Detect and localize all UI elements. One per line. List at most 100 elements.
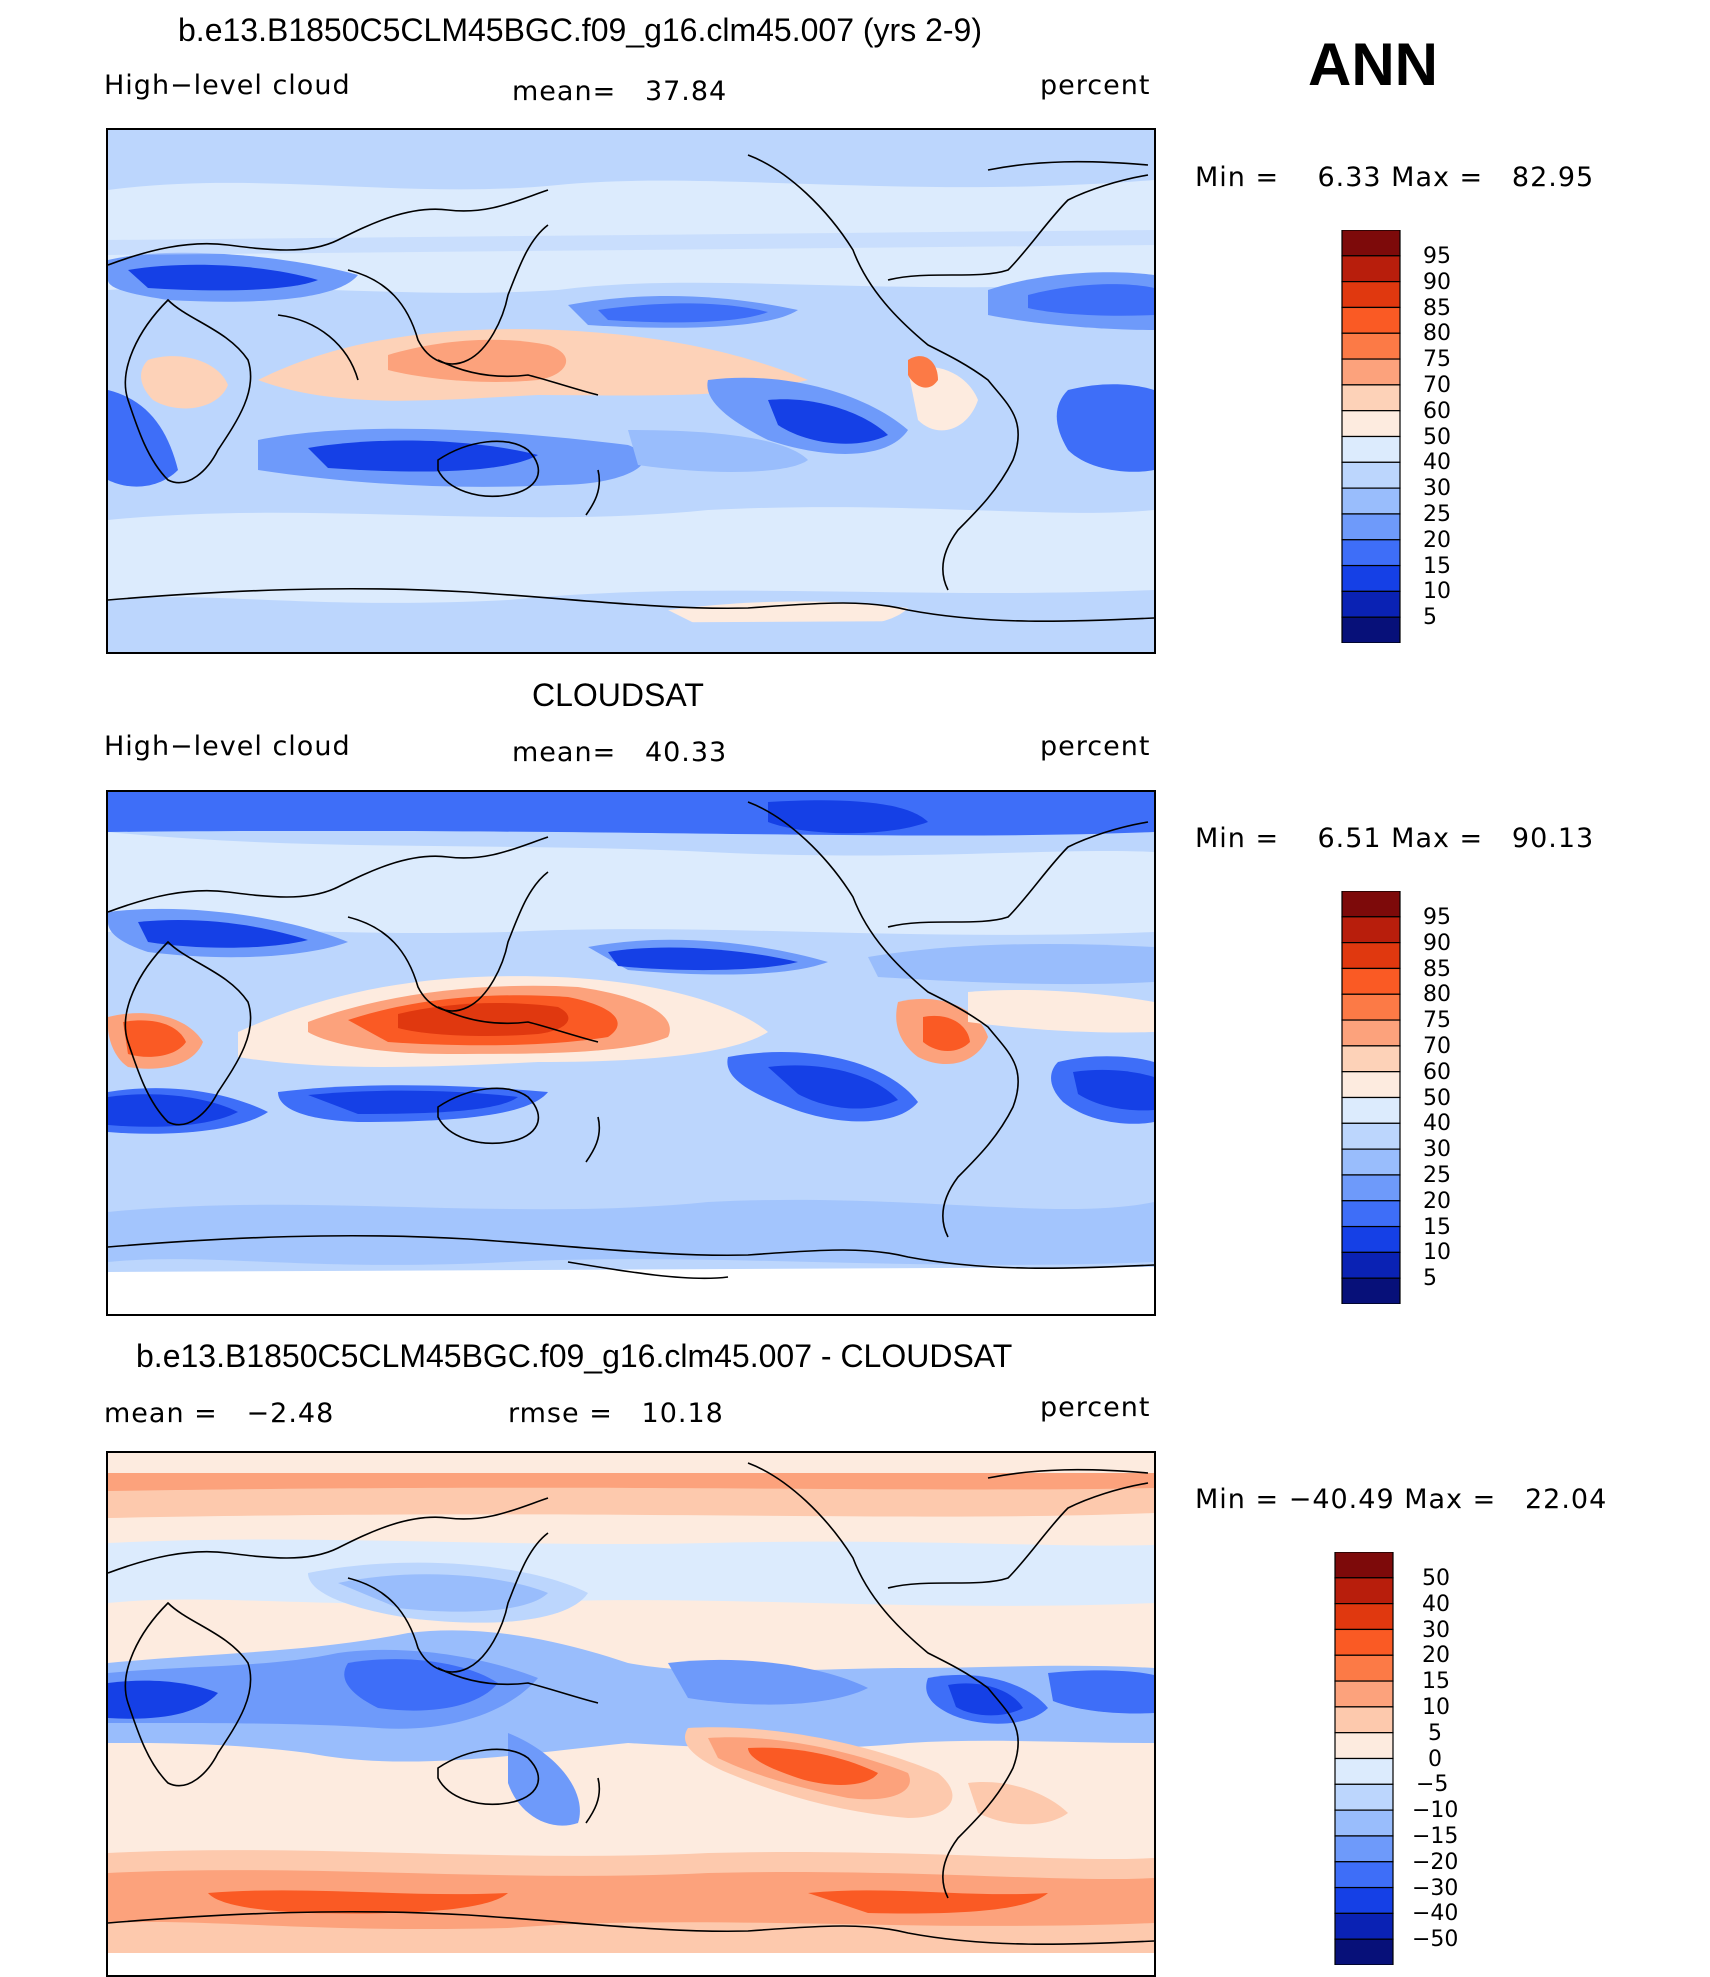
panel3-cb-label-10: −15 (1412, 1824, 1459, 1849)
panel1-colorbar-swatch-11 (1341, 513, 1401, 541)
panel1-colorbar-swatch-3 (1341, 306, 1401, 334)
panel3-colorbar-swatch-9 (1334, 1783, 1394, 1811)
panel2-cb-label-12: 15 (1423, 1214, 1451, 1240)
panel1-cb-label-1: 90 (1423, 269, 1451, 295)
panel3-cb-label-5: 10 (1422, 1695, 1450, 1720)
panel3-cb-label-6: 5 (1428, 1720, 1442, 1746)
panel1-colorbar-swatch-6 (1341, 384, 1401, 412)
panel2-cb-label-0: 95 (1423, 905, 1451, 930)
panel1-colorbar-swatch-4 (1341, 332, 1401, 360)
panel3-rmse: rmse = 10.18 (508, 1398, 724, 1429)
panel3-cb-label-2: 30 (1422, 1617, 1450, 1643)
panel2-colorbar-swatch-4 (1341, 993, 1401, 1021)
panel2-minmax: Min = 6.51 Max = 90.13 (1195, 823, 1595, 854)
panel3-cb-label-11: −20 (1412, 1849, 1459, 1875)
panel3-cb-label-12: −30 (1412, 1875, 1459, 1901)
panel1-cb-label-12: 15 (1423, 553, 1451, 579)
panel1-cb-label-14: 5 (1423, 605, 1437, 631)
panel2-variable: High−level cloud (104, 731, 351, 762)
panel2-cb-label-11: 20 (1423, 1188, 1451, 1214)
panel2-colorbar (1341, 890, 1401, 1305)
panel3-colorbar-swatch-4 (1334, 1654, 1394, 1682)
panel3-colorbar-swatch-5 (1334, 1680, 1394, 1708)
panel1-title: b.e13.B1850C5CLM45BGC.f09_g16.clm45.007 … (178, 12, 982, 48)
panel2-cb-label-10: 25 (1423, 1163, 1451, 1188)
panel2-cb-label-1: 90 (1423, 930, 1451, 956)
panel1-colorbar-swatches (1341, 229, 1401, 644)
panel1-map (106, 128, 1156, 654)
panel1-colorbar-swatch-15 (1341, 616, 1401, 644)
panel1-cb-label-0: 95 (1423, 244, 1451, 269)
panel3-cb-label-13: −40 (1412, 1901, 1459, 1927)
panel1-colorbar-swatch-13 (1341, 564, 1401, 592)
panel2-cb-label-3: 80 (1423, 982, 1451, 1008)
panel2-colorbar-swatch-12 (1341, 1200, 1401, 1228)
season-label: ANN (1308, 31, 1438, 98)
panel1-variable: High−level cloud (104, 70, 351, 101)
panel3-cb-label-4: 15 (1422, 1669, 1450, 1695)
panel3-colorbar (1334, 1551, 1394, 1966)
panel2-cb-label-13: 10 (1423, 1240, 1451, 1266)
panel2-cb-label-5: 70 (1423, 1034, 1451, 1059)
panel3-colorbar-swatch-8 (1334, 1757, 1394, 1785)
panel3-cb-label-1: 40 (1422, 1591, 1450, 1617)
panel1-colorbar-swatch-10 (1341, 487, 1401, 515)
panel3-colorbar-swatch-3 (1334, 1628, 1394, 1656)
panel2-colorbar-swatch-8 (1341, 1096, 1401, 1124)
panel3-colorbar-swatch-0 (1334, 1551, 1394, 1579)
panel1-cb-label-13: 10 (1423, 579, 1451, 605)
panel3-colorbar-swatches (1334, 1551, 1394, 1966)
panel2-colorbar-swatch-14 (1341, 1251, 1401, 1279)
panel2-cb-label-9: 30 (1423, 1137, 1451, 1163)
panel3-cb-label-3: 20 (1422, 1643, 1450, 1669)
panel3-colorbar-swatch-15 (1334, 1938, 1394, 1966)
panel3-cb-label-14: −50 (1412, 1927, 1459, 1953)
panel3-map (106, 1451, 1156, 1977)
panel1-colorbar-swatch-12 (1341, 539, 1401, 567)
panel2-cb-label-7: 50 (1423, 1085, 1451, 1111)
panel3-cb-label-9: −10 (1412, 1798, 1459, 1824)
panel1-colorbar-swatch-7 (1341, 410, 1401, 438)
panel2-mean: mean= 40.33 (512, 737, 728, 768)
panel1-cb-label-11: 20 (1423, 527, 1451, 553)
panel2-title: CLOUDSAT (532, 677, 704, 713)
panel2-cb-label-8: 40 (1423, 1111, 1451, 1137)
panel1-colorbar-swatch-5 (1341, 358, 1401, 386)
panel3-colorbar-swatch-10 (1334, 1809, 1394, 1837)
panel1-cb-label-4: 75 (1423, 347, 1451, 373)
panel1-cb-label-8: 40 (1423, 450, 1451, 476)
panel3-minmax: Min = −40.49 Max = 22.04 (1195, 1484, 1608, 1515)
panel1-cb-label-2: 85 (1423, 295, 1451, 321)
panel1-units: percent (1040, 70, 1151, 101)
panel2-cb-label-4: 75 (1423, 1008, 1451, 1034)
panel3-mean: mean = −2.48 (104, 1398, 335, 1429)
panel3-colorbar-swatch-6 (1334, 1706, 1394, 1734)
panel1-colorbar-swatch-9 (1341, 461, 1401, 489)
panel2-colorbar-swatches (1341, 890, 1401, 1305)
panel2-units: percent (1040, 731, 1151, 762)
panel2-colorbar-swatch-15 (1341, 1277, 1401, 1305)
panel1-cb-label-7: 50 (1423, 424, 1451, 450)
panel1-cb-label-6: 60 (1423, 398, 1451, 424)
panel2-colorbar-swatch-2 (1341, 942, 1401, 970)
panel2-cb-label-6: 60 (1423, 1059, 1451, 1085)
panel2-colorbar-swatch-1 (1341, 916, 1401, 944)
panel3-colorbar-swatch-14 (1334, 1912, 1394, 1940)
panel3-cb-label-0: 50 (1422, 1566, 1450, 1591)
panel1-colorbar-swatch-0 (1341, 229, 1401, 257)
panel2-colorbar-labels: 95 90 85 80 75 70 60 50 40 30 25 20 15 1… (1423, 905, 1483, 1290)
panel2-colorbar-swatch-0 (1341, 890, 1401, 918)
panel1-colorbar-swatch-8 (1341, 435, 1401, 463)
panel2-map (106, 790, 1156, 1316)
panel3-colorbar-swatch-2 (1334, 1603, 1394, 1631)
panel3-cb-label-8: −5 (1416, 1772, 1449, 1798)
panel2-colorbar-swatch-10 (1341, 1148, 1401, 1176)
panel1-cb-label-3: 80 (1423, 321, 1451, 347)
panel3-cb-label-7: 0 (1428, 1746, 1442, 1772)
panel1-cb-label-9: 30 (1423, 476, 1451, 502)
panel3-colorbar-labels: 50 40 30 20 15 10 5 0 −5 −10 −15 −20 −30… (1412, 1566, 1492, 1953)
panel1-minmax: Min = 6.33 Max = 82.95 (1195, 162, 1595, 193)
panel1-colorbar (1341, 229, 1401, 644)
panel3-colorbar-swatch-13 (1334, 1886, 1394, 1914)
panel2-colorbar-swatch-3 (1341, 967, 1401, 995)
